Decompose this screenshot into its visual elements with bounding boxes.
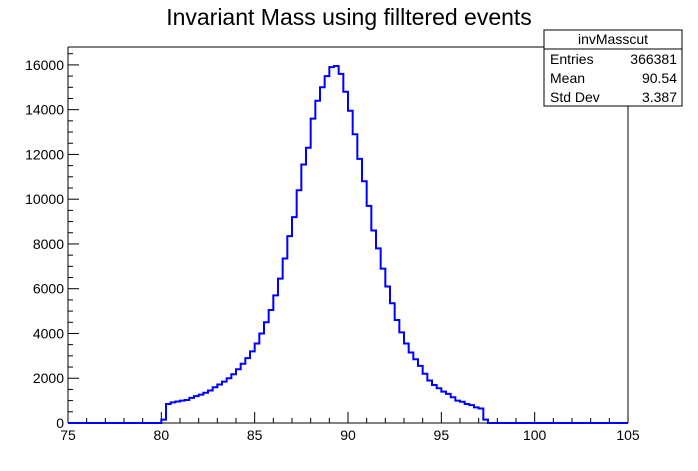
axis-tick-labels: 75 80 85 90 95 100 105020004000600080001000012…	[25, 57, 640, 443]
stats-stddev-value: 3.387	[642, 89, 677, 105]
x-tick-label: 85	[247, 427, 263, 443]
stats-box-title: invMasscut	[578, 31, 648, 47]
y-tick-label: 6000	[33, 281, 64, 297]
y-tick-label: 16000	[25, 57, 64, 73]
stats-entries-value: 366381	[630, 51, 677, 67]
y-tick-label: 8000	[33, 236, 64, 252]
y-tick-label: 12000	[25, 146, 64, 162]
y-tick-label: 0	[56, 415, 64, 431]
x-tick-label: 95	[434, 427, 450, 443]
y-tick-label: 10000	[25, 191, 64, 207]
x-tick-label: 100	[523, 427, 547, 443]
stats-stddev-label: Std Dev	[550, 89, 600, 105]
y-tick-label: 14000	[25, 102, 64, 118]
chart-title: Invariant Mass using filltered events	[166, 4, 532, 30]
stats-mean-label: Mean	[550, 70, 585, 86]
y-tick-label: 4000	[33, 325, 64, 341]
x-tick-label: 80	[154, 427, 170, 443]
x-tick-label: 90	[340, 427, 356, 443]
histogram-series-line	[68, 65, 628, 424]
stats-mean-value: 90.54	[642, 70, 677, 86]
stats-entries-label: Entries	[550, 51, 594, 67]
x-tick-label: 105	[616, 427, 640, 443]
stats-box: invMasscut Entries 366381 Mean 90.54 Std…	[543, 29, 683, 107]
y-tick-label: 2000	[33, 370, 64, 386]
stats-box-frame	[543, 29, 683, 107]
x-tick-label: 75	[60, 427, 76, 443]
